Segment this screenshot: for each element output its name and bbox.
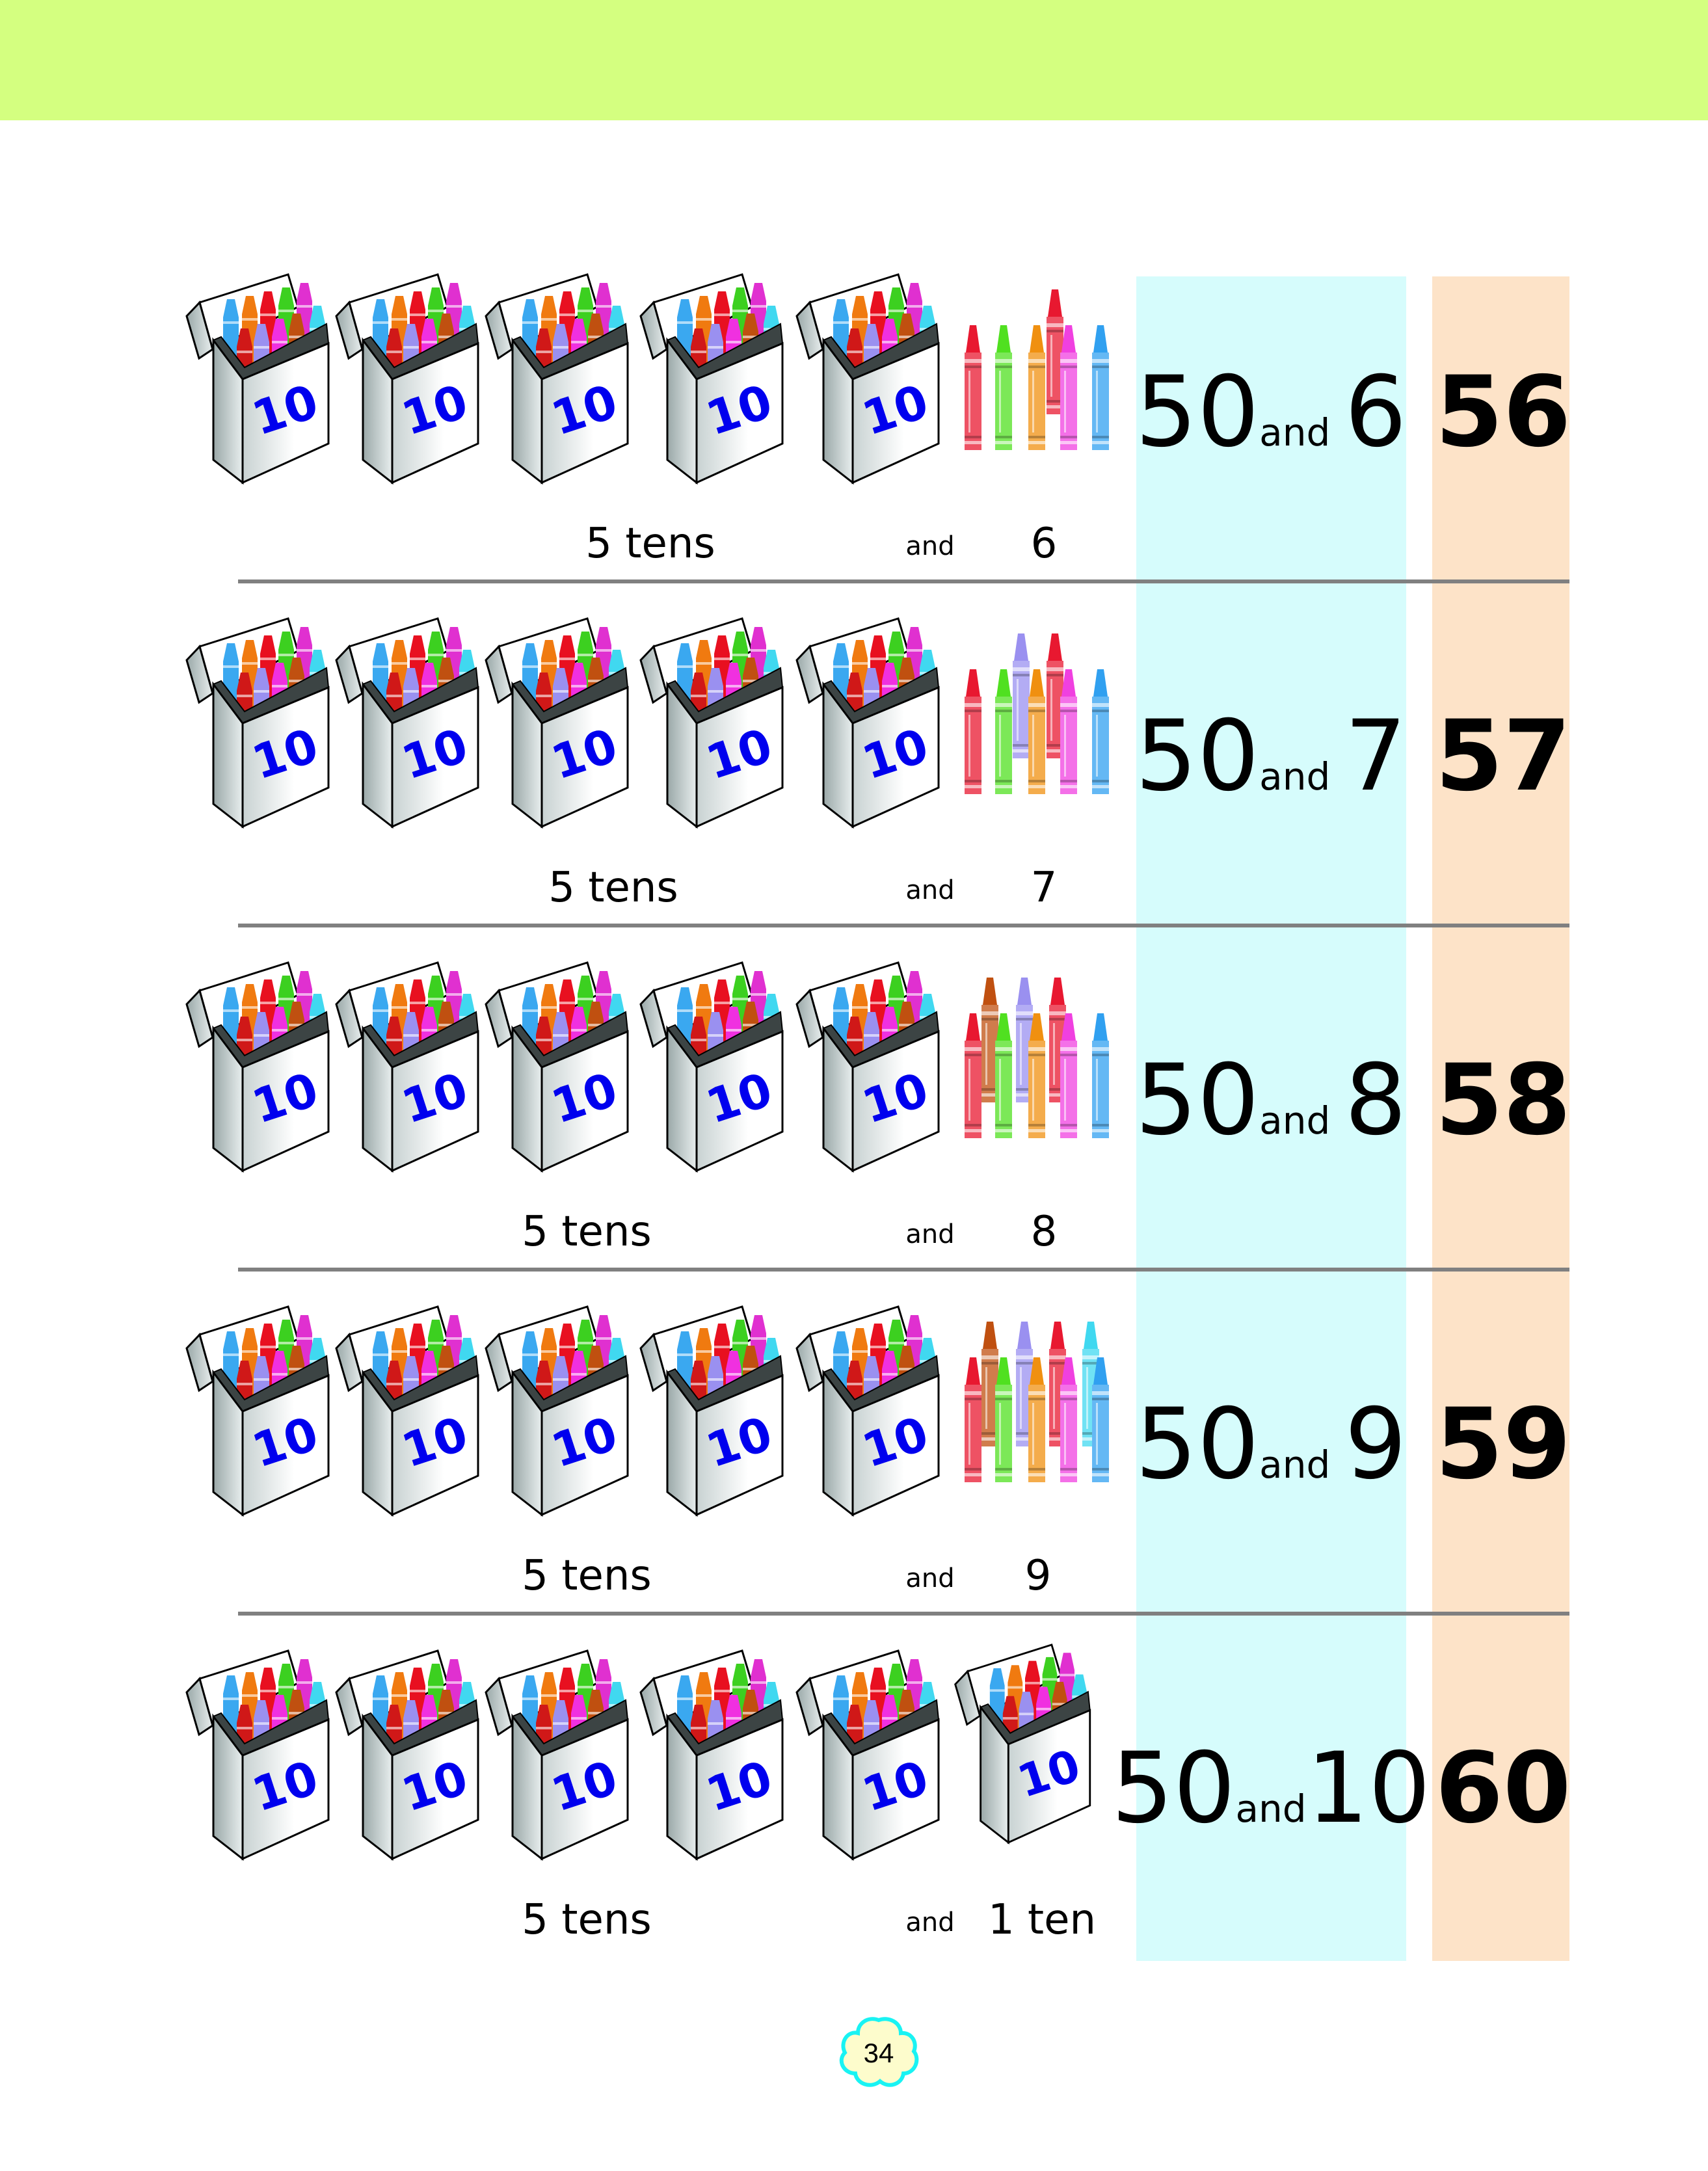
crayon-box-of-ten: 10	[636, 948, 786, 1176]
tens-label: 5 tens	[548, 864, 678, 912]
loose-crayon	[962, 669, 984, 794]
expr-ones: 10	[1306, 1732, 1431, 1845]
expr-and: and	[1259, 1443, 1331, 1487]
loose-crayon	[1089, 1013, 1112, 1138]
crayon-box-of-ten: 10	[332, 604, 481, 832]
loose-crayon	[1026, 1013, 1048, 1138]
crayon-box-of-ten: 10	[332, 1292, 481, 1520]
and-label: and	[905, 1908, 955, 1938]
loose-crayon	[1089, 1357, 1112, 1482]
loose-crayon	[1089, 325, 1112, 450]
crayon-box-of-ten: 10	[792, 1292, 942, 1520]
crayon-box-of-ten: 10	[182, 948, 332, 1176]
crayon-box-of-ten: 10	[636, 604, 786, 832]
loose-crayon	[962, 1013, 984, 1138]
expr-and: and	[1259, 1099, 1331, 1143]
row-divider	[238, 1268, 1569, 1272]
crayon-box-of-ten: 10	[481, 1636, 631, 1864]
loose-crayon	[1058, 1357, 1080, 1482]
total-number: 59	[1435, 1388, 1571, 1501]
crayon-box-of-ten: 10	[636, 1292, 786, 1520]
flower-page-badge	[839, 2017, 919, 2087]
loose-crayon	[1026, 1357, 1048, 1482]
crayon-box-of-ten: 10	[182, 1292, 332, 1520]
crayon-box-of-ten: 10	[182, 260, 332, 488]
expr-tens: 50	[1135, 700, 1260, 813]
crayon-box-of-ten: 10	[792, 1636, 942, 1864]
crayon-box-of-ten: 10	[332, 948, 481, 1176]
loose-crayon	[1026, 325, 1048, 450]
expr-tens: 50	[1111, 1732, 1236, 1845]
row-divider	[238, 579, 1569, 583]
ones-label: 6	[1030, 520, 1058, 568]
expr-and: and	[1259, 754, 1331, 799]
tens-label: 5 tens	[522, 1208, 652, 1256]
crayon-box-of-ten: 10	[792, 260, 942, 488]
ones-label: 9	[1024, 1552, 1052, 1600]
loose-crayon	[1058, 1013, 1080, 1138]
total-number: 57	[1435, 700, 1571, 813]
loose-crayon	[962, 1357, 984, 1482]
expr-tens: 50	[1135, 356, 1260, 469]
total-column	[1432, 276, 1569, 1961]
crayon-box-of-ten: 10	[332, 260, 481, 488]
crayon-box-of-ten: 10	[481, 260, 631, 488]
expanded-form: 50and10	[1112, 1732, 1431, 1845]
loose-crayon	[979, 1322, 1001, 1446]
expr-ones: 7	[1344, 700, 1407, 813]
total-number: 60	[1435, 1732, 1571, 1845]
tens-label: 5 tens	[522, 1552, 652, 1600]
expanded-form: 50and 6	[1135, 356, 1406, 469]
crayon-box-of-ten: 10	[481, 948, 631, 1176]
and-label: and	[905, 1219, 955, 1249]
crayon-box-of-ten: 10	[636, 1636, 786, 1864]
ones-label: 8	[1030, 1208, 1058, 1256]
crayon-box-of-ten: 10	[332, 1636, 481, 1864]
loose-crayon	[993, 1013, 1015, 1138]
loose-crayon	[993, 1357, 1015, 1482]
loose-crayon	[993, 325, 1015, 450]
crayon-box-of-ten: 10	[792, 604, 942, 832]
total-number: 58	[1435, 1044, 1571, 1157]
crayon-box-of-ten: 10	[792, 948, 942, 1176]
loose-crayon	[962, 325, 984, 450]
crayon-box-of-ten: 10	[182, 604, 332, 832]
loose-crayon	[1047, 1322, 1069, 1446]
tens-label: 5 tens	[522, 1896, 652, 1944]
expr-and: and	[1259, 410, 1331, 455]
expanded-form: 50and 7	[1135, 700, 1406, 813]
loose-crayon	[1010, 633, 1032, 758]
loose-crayon	[1089, 669, 1112, 794]
expr-ones: 9	[1344, 1388, 1407, 1501]
expanded-form: 50and 9	[1135, 1388, 1406, 1501]
ones-label: 7	[1030, 864, 1058, 912]
loose-crayon	[1026, 669, 1048, 794]
row-divider	[238, 1612, 1569, 1616]
expr-ones: 8	[1344, 1044, 1407, 1157]
crayon-box-of-ten: 10	[481, 1292, 631, 1520]
and-label: and	[905, 531, 955, 561]
loose-crayon	[1013, 978, 1035, 1102]
expr-and: and	[1235, 1787, 1307, 1831]
ones-label: 1 ten	[987, 1896, 1097, 1944]
expr-tens: 50	[1135, 1044, 1260, 1157]
expanded-form: 50and 8	[1135, 1044, 1406, 1157]
page-number: 34	[863, 2038, 894, 2068]
expr-tens: 50	[1135, 1388, 1260, 1501]
row-divider	[238, 924, 1569, 927]
loose-crayon	[1058, 325, 1080, 450]
loose-crayon	[993, 669, 1015, 794]
loose-crayon	[1058, 669, 1080, 794]
tens-label: 5 tens	[585, 520, 715, 568]
and-label: and	[905, 875, 955, 905]
expression-column	[1136, 276, 1406, 1961]
crayon-box-of-ten: 10	[951, 1631, 1093, 1848]
header-band	[0, 0, 1708, 120]
crayon-box-of-ten: 10	[636, 260, 786, 488]
and-label: and	[905, 1564, 955, 1593]
expr-ones: 6	[1344, 356, 1407, 469]
crayon-box-of-ten: 10	[182, 1636, 332, 1864]
crayon-box-of-ten: 10	[481, 604, 631, 832]
total-number: 56	[1435, 356, 1571, 469]
